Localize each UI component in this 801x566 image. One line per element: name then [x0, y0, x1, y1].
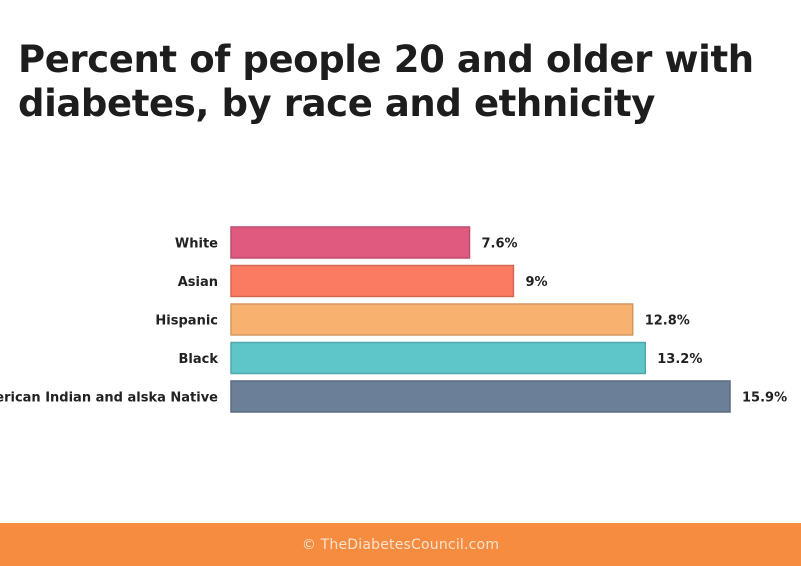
- bar-black: [230, 341, 647, 375]
- category-label-black: Black: [179, 352, 219, 367]
- bar-chart: White 7.6% Asian 9% Hispanic 12.8% Black 13.2% A…: [0, 226, 787, 413]
- bar-american-indian-and-alska-native: [230, 380, 731, 413]
- bar-white: [230, 226, 471, 259]
- category-label-hispanic: Hispanic: [155, 314, 218, 329]
- footer-credit: © TheDiabetesCouncil.com: [301, 536, 500, 553]
- chart-title: Percent of people 20 and older with diab…: [18, 38, 754, 125]
- category-label-american-indian-and-alska-native: American Indian and alska Native: [0, 391, 218, 406]
- category-label-asian: Asian: [178, 275, 218, 290]
- footer-bar: © TheDiabetesCouncil.com: [0, 523, 801, 566]
- value-label-american-indian-and-alska-native: 15.9%: [742, 391, 787, 406]
- value-label-black: 13.2%: [657, 352, 702, 367]
- category-label-white: White: [175, 237, 218, 252]
- value-label-hispanic: 12.8%: [645, 314, 690, 329]
- bar-asian: [230, 264, 515, 298]
- bar-hispanic: [230, 303, 634, 336]
- value-label-white: 7.6%: [482, 237, 518, 252]
- value-label-asian: 9%: [525, 275, 547, 290]
